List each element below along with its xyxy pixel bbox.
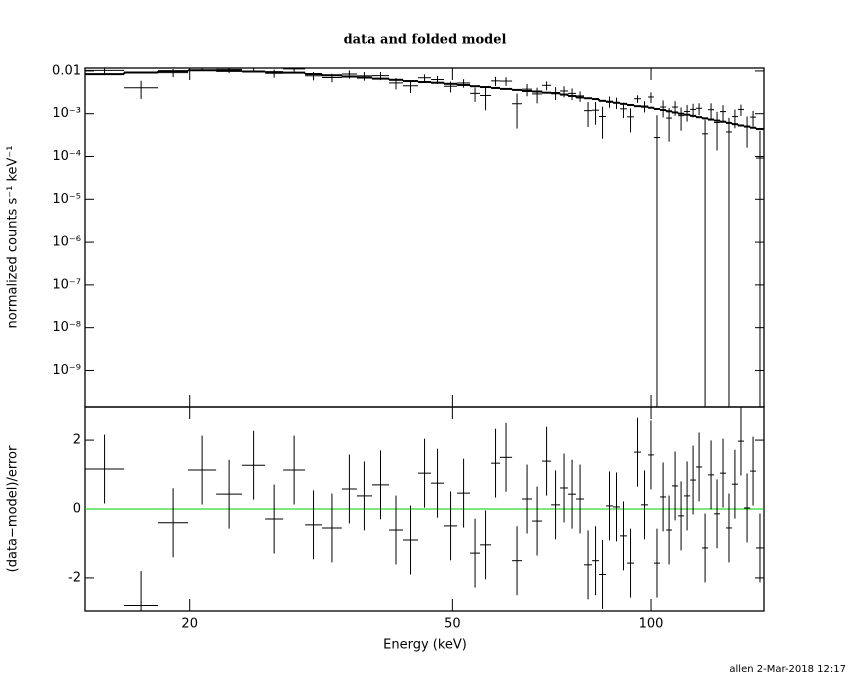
chart-title: data and folded model bbox=[344, 33, 507, 48]
y-tick-label: 10⁻⁵ bbox=[52, 192, 81, 207]
x-tick-label: 100 bbox=[639, 617, 664, 632]
plot-frame bbox=[84, 67, 765, 408]
y-tick-label: -2 bbox=[68, 570, 81, 585]
footer: allen 2-Mar-2018 12:17 bbox=[729, 664, 846, 675]
y-tick-label: 0 bbox=[73, 502, 81, 517]
y-tick-label: 0.01 bbox=[52, 63, 81, 78]
y-tick-label: 10⁻⁹ bbox=[52, 363, 81, 378]
y-tick-label: 2 bbox=[73, 433, 81, 448]
y-tick-label: 10⁻³ bbox=[52, 106, 81, 121]
x-tick-label: 20 bbox=[181, 617, 198, 632]
y-tick-label: 10⁻⁷ bbox=[52, 277, 81, 292]
y-tick-label: 10⁻⁸ bbox=[52, 320, 81, 335]
y-tick-label: 10⁻⁴ bbox=[52, 149, 81, 164]
x-axis-label: Energy (keV) bbox=[383, 638, 467, 653]
y-axis-label: normalized counts s⁻¹ keV⁻¹ bbox=[6, 146, 21, 329]
y-axis-label: (data−model)/error bbox=[6, 445, 21, 572]
x-tick-label: 50 bbox=[444, 617, 461, 632]
y-tick-label: 10⁻⁶ bbox=[52, 235, 81, 250]
